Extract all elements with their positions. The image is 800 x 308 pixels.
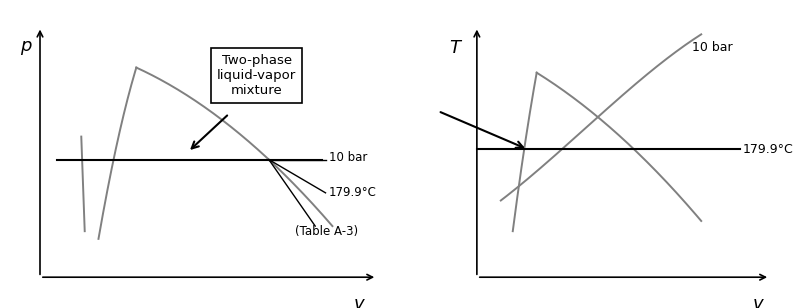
Text: $T$: $T$ bbox=[449, 39, 463, 58]
Text: 179.9°C: 179.9°C bbox=[329, 186, 377, 199]
Text: Two-phase
liquid-vapor
mixture: Two-phase liquid-vapor mixture bbox=[217, 54, 296, 97]
Text: 179.9°C: 179.9°C bbox=[743, 143, 794, 156]
Text: (Table A-3): (Table A-3) bbox=[294, 225, 358, 238]
Text: 10 bar: 10 bar bbox=[329, 151, 367, 164]
Text: $v$: $v$ bbox=[752, 295, 765, 308]
Text: $p$: $p$ bbox=[20, 39, 33, 58]
Text: $v$: $v$ bbox=[354, 295, 366, 308]
Text: 10 bar: 10 bar bbox=[692, 41, 733, 54]
